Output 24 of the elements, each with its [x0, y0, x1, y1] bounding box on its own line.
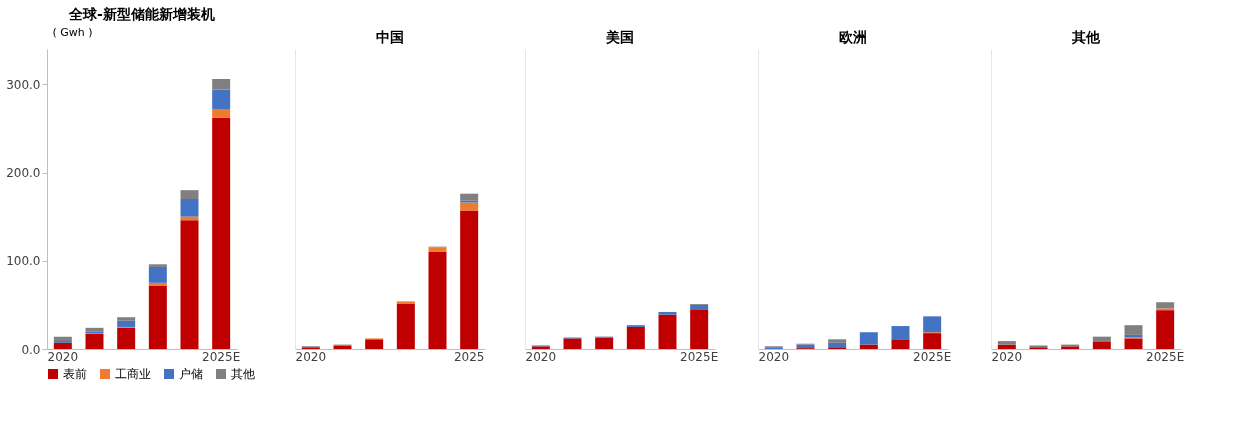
- x-tick-label: 2025E: [1146, 349, 1185, 364]
- y-tick-label: 200.0: [6, 166, 41, 181]
- y-tick-label: 0.0: [21, 342, 41, 357]
- x-tick-label: 2025E: [680, 349, 719, 364]
- chart-title: 全球-新型储能新增装机: [68, 6, 215, 22]
- x-tick-label: 2020: [758, 349, 790, 364]
- y-tick-label: 100.0: [6, 254, 41, 269]
- x-tick-label: 2020: [525, 349, 557, 364]
- x-tick-label: 2020: [295, 349, 327, 364]
- x-tick-label: 2020: [991, 349, 1023, 364]
- chart-title: 中国: [376, 29, 404, 45]
- y-tick-label: 300.0: [6, 77, 41, 92]
- legend-label: 其他: [231, 367, 255, 381]
- legend-label: 户储: [179, 367, 203, 381]
- x-tick-label: 2025E: [202, 349, 241, 364]
- y-axis-title: ( Gwh ): [52, 25, 93, 39]
- x-tick-label: 2025: [453, 349, 485, 364]
- legend-label: 表前: [63, 367, 87, 381]
- x-tick-label: 2025E: [913, 349, 952, 364]
- chart-title: 其他: [1071, 29, 1101, 45]
- chart-title: 美国: [605, 29, 634, 45]
- x-tick-label: 2020: [47, 349, 79, 364]
- chart-title: 欧洲: [839, 29, 867, 45]
- legend-label: 工商业: [115, 367, 151, 381]
